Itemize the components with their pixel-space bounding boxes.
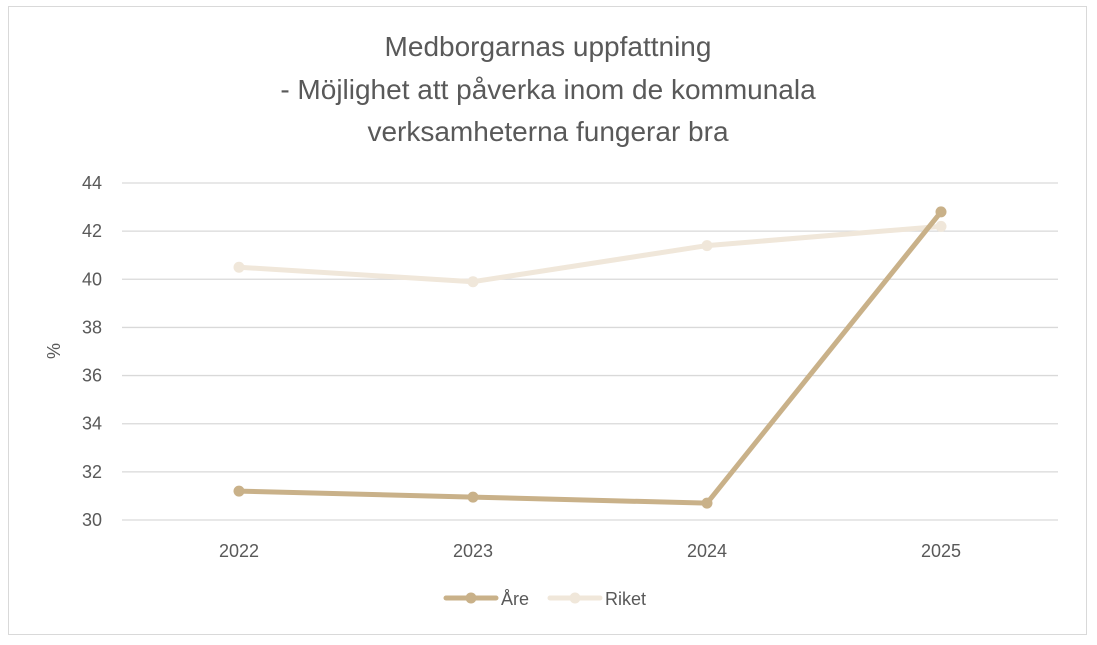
series-line [236, 209, 944, 506]
data-point [467, 491, 479, 503]
data-point [935, 206, 947, 218]
y-tick-label: 36 [82, 366, 102, 386]
chart-title-line-2: - Möjlighet att påverka inom de kommunal… [280, 74, 816, 105]
data-point [935, 220, 947, 232]
data-point [701, 240, 713, 252]
y-tick-label: 42 [82, 221, 102, 241]
chart-title-line-1: Medborgarnas uppfattning [385, 31, 712, 62]
data-point [701, 497, 713, 509]
legend-swatch-marker [465, 592, 477, 604]
data-point [233, 261, 245, 273]
gridlines [122, 182, 1058, 521]
series-group [233, 206, 947, 509]
y-axis-label: % [44, 343, 64, 359]
y-tick-label: 34 [82, 414, 102, 434]
series-1 [233, 206, 947, 509]
y-tick-label: 38 [82, 317, 102, 337]
series-2 [233, 220, 947, 288]
x-tick-label: 2023 [453, 541, 493, 561]
series-line [236, 223, 944, 285]
legend-swatch-marker [569, 592, 581, 604]
chart-title-line-3: verksamheterna fungerar bra [367, 116, 729, 147]
legend-item-1: Åre [443, 589, 529, 609]
y-axis-ticks: 30 32 34 36 38 40 42 44 [82, 173, 102, 530]
legend-label: Åre [501, 589, 529, 609]
data-point [467, 276, 479, 288]
chart-title: Medborgarnas uppfattning - Möjlighet att… [280, 31, 816, 147]
legend: Åre Riket [443, 589, 646, 609]
x-axis-ticks: 2022 2023 2024 2025 [219, 541, 961, 561]
data-point [233, 485, 245, 497]
legend-item-2: Riket [547, 589, 646, 609]
y-tick-label: 30 [82, 510, 102, 530]
y-tick-label: 40 [82, 269, 102, 289]
x-tick-label: 2025 [921, 541, 961, 561]
chart-frame [8, 6, 1087, 635]
x-tick-label: 2022 [219, 541, 259, 561]
y-tick-label: 32 [82, 462, 102, 482]
y-tick-label: 44 [82, 173, 102, 193]
x-tick-label: 2024 [687, 541, 727, 561]
legend-label: Riket [605, 589, 646, 609]
